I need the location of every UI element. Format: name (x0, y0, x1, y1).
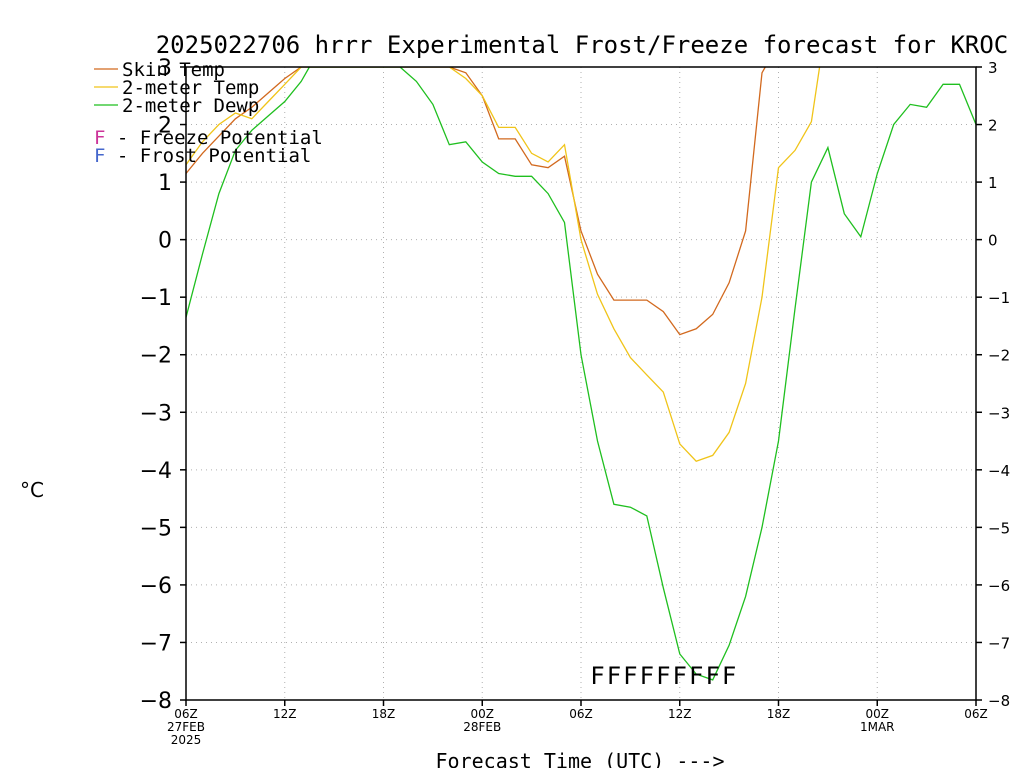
series-line-skin-temp (186, 67, 766, 336)
y-tick-label-right: −6 (988, 577, 1010, 595)
freeze-marker: F (689, 662, 703, 690)
x-tick-label: 06Z (569, 707, 593, 721)
y-tick-label-left: 2 (158, 114, 172, 139)
chart-title: 2025022706 hrrr Experimental Frost/Freez… (156, 31, 1009, 59)
x-tick-label: 00Z (866, 707, 890, 721)
y-tick-label-right: 2 (988, 117, 998, 135)
freeze-marker: F (640, 662, 654, 690)
y-tick-label-left: −2 (140, 344, 172, 369)
x-tick-label: 06Z (174, 707, 198, 721)
x-tick-sublabel: 28FEB (463, 720, 501, 734)
y-tick-label-left: −5 (140, 516, 172, 541)
x-tick-sublabel: 2025 (171, 733, 202, 747)
y-tick-label-left: −6 (140, 574, 172, 599)
x-tick-label: 12Z (668, 707, 692, 721)
x-tick-sublabel: 1MAR (860, 720, 895, 734)
freeze-marker: F (705, 662, 719, 690)
y-tick-label-left: −4 (140, 459, 172, 484)
y-tick-label-left: 3 (158, 56, 172, 81)
x-tick-sublabel: 27FEB (167, 720, 205, 734)
series-line-2-meter-dewp (186, 67, 976, 681)
freeze-marker: F (722, 662, 736, 690)
legend-label: Skin Temp (122, 59, 225, 81)
x-tick-label: 06Z (964, 707, 988, 721)
freeze-marker: F (656, 662, 670, 690)
y-tick-label-right: −8 (988, 692, 1010, 710)
x-tick-label: 00Z (471, 707, 495, 721)
legend-label: F - Frost Potential (94, 145, 311, 167)
y-axis-ticks: 3 3 2 2 1 1 0 0 −1 −1 −2 −2 −3 −3 −4 −4 −5 −5 −6 −6 −7 −7 −8 −8 (140, 56, 1011, 714)
y-tick-label-right: −2 (988, 347, 1010, 365)
y-tick-label-left: −3 (140, 401, 172, 426)
y-tick-label-right: −4 (988, 462, 1010, 480)
y-tick-label-left: −8 (140, 689, 172, 714)
y-tick-label-left: −1 (140, 286, 172, 311)
freeze-marker: F (607, 662, 621, 690)
y-tick-label-left: 0 (158, 229, 172, 254)
y-tick-label-right: 1 (988, 174, 998, 192)
x-axis-label: Forecast Time (UTC) ---> (436, 749, 725, 768)
freeze-marker: F (673, 662, 687, 690)
legend-label: F - Freeze Potential (94, 127, 323, 149)
y-tick-label-right: −5 (988, 519, 1010, 537)
legend-label: 2-meter Dewp (122, 95, 259, 117)
freeze-marker: F (623, 662, 637, 690)
y-axis-label: °C (20, 478, 44, 502)
y-tick-label-right: −7 (988, 634, 1010, 652)
y-tick-label-right: 0 (988, 232, 998, 250)
x-tick-label: 12Z (273, 707, 297, 721)
x-tick-label: 18Z (372, 707, 396, 721)
y-tick-label-right: 3 (988, 59, 998, 77)
freeze-marker: F (590, 662, 604, 690)
series-line-2-meter-temp (186, 67, 821, 462)
y-tick-label-left: 1 (158, 171, 172, 196)
y-tick-label-right: −1 (988, 289, 1010, 307)
y-tick-label-right: −3 (988, 404, 1010, 422)
series-lines (186, 67, 976, 681)
y-tick-label-left: −7 (140, 631, 172, 656)
x-tick-label: 18Z (767, 707, 791, 721)
legend-label: 2-meter Temp (122, 77, 259, 99)
